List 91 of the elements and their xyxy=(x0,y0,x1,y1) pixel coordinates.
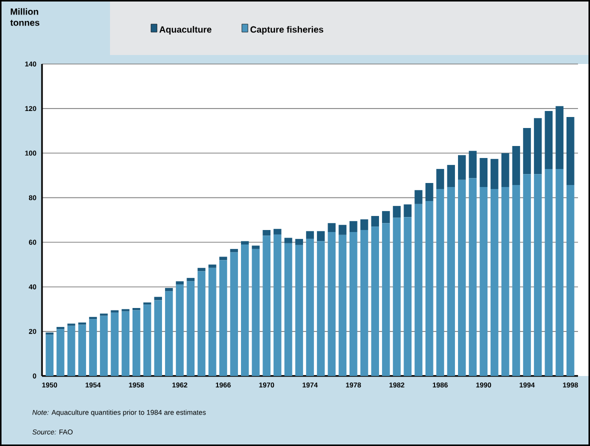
bar xyxy=(534,118,542,174)
bar xyxy=(392,206,401,218)
bar xyxy=(122,311,130,376)
bar xyxy=(56,329,64,376)
bar xyxy=(56,326,64,330)
bar xyxy=(132,310,140,376)
bar xyxy=(176,284,184,376)
bar xyxy=(371,226,380,376)
bar xyxy=(274,234,282,376)
bar xyxy=(501,187,510,376)
bar xyxy=(544,111,553,169)
bar xyxy=(425,182,434,202)
bar xyxy=(556,168,564,376)
bar xyxy=(534,174,542,376)
bar xyxy=(89,319,97,376)
bar xyxy=(262,236,271,376)
bar xyxy=(360,219,368,230)
bar xyxy=(198,271,206,376)
bar xyxy=(501,153,510,188)
bar xyxy=(89,316,97,320)
bar xyxy=(154,296,162,300)
bar xyxy=(512,185,520,376)
bar xyxy=(490,189,498,376)
bar xyxy=(556,106,564,169)
bar xyxy=(468,178,477,376)
bar xyxy=(436,189,444,376)
bar xyxy=(458,155,466,180)
bar xyxy=(447,164,455,188)
bar xyxy=(480,187,488,376)
bar xyxy=(67,326,76,376)
bar xyxy=(566,117,574,185)
bar xyxy=(143,304,152,376)
bar xyxy=(252,248,260,376)
bar xyxy=(425,201,434,376)
bar xyxy=(284,243,292,376)
bar xyxy=(306,231,314,239)
bar xyxy=(230,248,238,252)
bar xyxy=(414,190,422,204)
bar xyxy=(316,231,325,242)
bar xyxy=(392,218,401,376)
bar xyxy=(523,128,531,174)
bar xyxy=(436,168,444,190)
bar xyxy=(349,232,358,376)
bar xyxy=(46,334,54,376)
bar xyxy=(165,291,173,376)
bar xyxy=(230,252,238,376)
bar xyxy=(328,232,336,376)
bar xyxy=(219,260,228,376)
legend-label: Capture fisheries xyxy=(250,26,324,34)
bar xyxy=(186,278,195,282)
bar xyxy=(349,221,358,232)
bar xyxy=(154,300,162,376)
bar xyxy=(566,185,574,376)
bar xyxy=(208,268,216,376)
bar xyxy=(371,216,380,227)
bar xyxy=(295,238,304,245)
bar xyxy=(306,238,314,376)
bar xyxy=(544,168,553,376)
bar xyxy=(458,180,466,376)
bar xyxy=(274,228,282,234)
bar xyxy=(480,158,488,188)
bar xyxy=(295,244,304,376)
bar xyxy=(316,241,325,376)
bar xyxy=(360,230,368,376)
bar xyxy=(78,324,86,376)
bar xyxy=(404,204,412,218)
bar xyxy=(404,217,412,376)
bar xyxy=(165,288,173,292)
bar xyxy=(490,158,498,190)
bar xyxy=(328,223,336,232)
bar xyxy=(240,244,249,376)
bar xyxy=(338,224,346,235)
bar xyxy=(523,174,531,376)
legend-label: Aquaculture xyxy=(159,26,212,34)
bar xyxy=(198,268,206,272)
bar xyxy=(262,230,271,236)
bar xyxy=(382,223,390,376)
bar xyxy=(284,238,292,244)
bar xyxy=(252,246,260,249)
bar xyxy=(100,316,108,376)
bar xyxy=(382,211,390,224)
bar xyxy=(110,312,119,376)
bar xyxy=(447,187,455,376)
bar xyxy=(512,146,520,185)
bar xyxy=(468,150,477,178)
bar xyxy=(414,204,422,376)
bar xyxy=(240,241,249,244)
bar xyxy=(186,281,195,376)
bar xyxy=(338,234,346,376)
bar xyxy=(208,264,216,268)
y-axis-title: Million tonnes xyxy=(10,8,40,26)
